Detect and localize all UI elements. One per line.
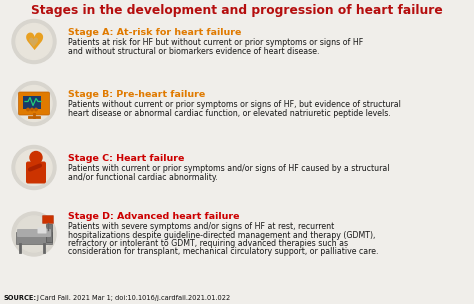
FancyBboxPatch shape — [17, 229, 51, 237]
Text: ♥: ♥ — [28, 37, 40, 50]
Text: ♥: ♥ — [23, 32, 45, 56]
Circle shape — [35, 108, 37, 111]
Circle shape — [12, 212, 56, 256]
Text: Patients without current or prior symptoms or signs of HF, but evidence of struc: Patients without current or prior sympto… — [68, 100, 401, 109]
Circle shape — [16, 150, 52, 185]
Text: Patients with current or prior symptoms and/or signs of HF caused by a structura: Patients with current or prior symptoms … — [68, 164, 390, 173]
Circle shape — [16, 23, 52, 60]
Text: Patients at risk for HF but without current or prior symptoms or signs of HF: Patients at risk for HF but without curr… — [68, 38, 363, 47]
Text: and/or functional cardiac abnormality.: and/or functional cardiac abnormality. — [68, 172, 218, 181]
Text: Stage C: Heart failure: Stage C: Heart failure — [68, 154, 184, 163]
FancyBboxPatch shape — [23, 95, 41, 109]
Circle shape — [27, 108, 29, 111]
Text: SOURCE:: SOURCE: — [4, 295, 37, 301]
Text: hospitalizations despite guideline-directed management and therapy (GDMT),: hospitalizations despite guideline-direc… — [68, 230, 375, 240]
FancyBboxPatch shape — [46, 224, 52, 242]
Circle shape — [12, 146, 56, 189]
Circle shape — [12, 81, 56, 126]
Circle shape — [12, 19, 56, 64]
Text: Stage B: Pre-heart failure: Stage B: Pre-heart failure — [68, 90, 205, 99]
Circle shape — [31, 108, 33, 111]
FancyBboxPatch shape — [26, 161, 46, 184]
Text: Stages in the development and progression of heart failure: Stages in the development and progressio… — [31, 4, 443, 17]
Text: J Card Fail. 2021 Mar 1; doi:10.1016/j.cardfail.2021.01.022: J Card Fail. 2021 Mar 1; doi:10.1016/j.c… — [36, 295, 230, 301]
FancyBboxPatch shape — [37, 227, 46, 233]
Text: and without structural or biomarkers evidence of heart disease.: and without structural or biomarkers evi… — [68, 47, 319, 56]
FancyBboxPatch shape — [16, 232, 52, 244]
Circle shape — [30, 151, 42, 164]
Text: heart disease or abnormal cardiac function, or elevated natriuretic peptide leve: heart disease or abnormal cardiac functi… — [68, 109, 391, 118]
Text: consideration for transplant, mechanical circulatory support, or palliative care: consideration for transplant, mechanical… — [68, 247, 379, 257]
FancyBboxPatch shape — [18, 92, 49, 115]
Circle shape — [16, 85, 52, 122]
FancyBboxPatch shape — [43, 216, 54, 223]
Text: Stage A: At-risk for heart failure: Stage A: At-risk for heart failure — [68, 28, 241, 37]
Text: refractory or intolerant to GDMT, requiring advanced therapies such as: refractory or intolerant to GDMT, requir… — [68, 239, 348, 248]
Text: Stage D: Advanced heart failure: Stage D: Advanced heart failure — [68, 212, 239, 221]
Text: Patients with severe symptoms and/or signs of HF at rest, recurrent: Patients with severe symptoms and/or sig… — [68, 222, 334, 231]
Circle shape — [16, 216, 52, 252]
